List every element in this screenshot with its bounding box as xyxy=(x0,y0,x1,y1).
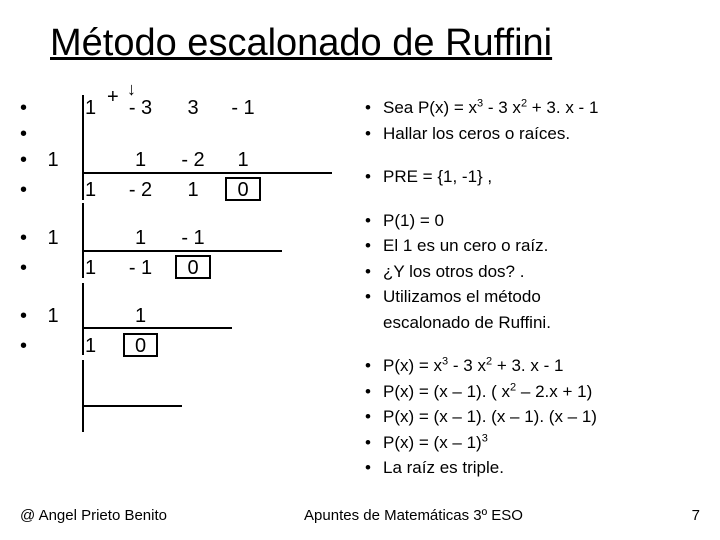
cell: 3 xyxy=(168,95,218,121)
cell: - 1 xyxy=(168,225,218,251)
note-text: PRE = {1, -1} , xyxy=(383,164,492,190)
arrow-down-icon: ↓ xyxy=(127,78,136,101)
ruffini-row: • 1 1 xyxy=(20,303,350,329)
content-area: • 1 - 3 3 - 1 • + ↓ • 1 1 - 2 1 • 1 - 2 xyxy=(20,95,700,481)
cell: - 1 xyxy=(113,255,168,281)
cell: 1 xyxy=(113,303,168,329)
note-text: P(1) = 0 xyxy=(383,208,444,234)
plus-sign: + xyxy=(107,84,119,110)
page-number: 7 xyxy=(660,507,700,524)
note-text: ¿Y los otros dos? . xyxy=(383,259,524,285)
remainder-cell: 0 xyxy=(175,255,210,279)
cell: - 2 xyxy=(168,147,218,173)
remainder-cell: 0 xyxy=(123,333,158,357)
ruffini-panel: • 1 - 3 3 - 1 • + ↓ • 1 1 - 2 1 • 1 - 2 xyxy=(20,95,350,481)
footer-center: Apuntes de Matemáticas 3º ESO xyxy=(304,507,523,524)
cell: 1 xyxy=(68,177,113,203)
note-text: La raíz es triple. xyxy=(383,455,504,481)
note-text: Sea P(x) = x3 - 3 x2 + 3. x - 1 xyxy=(383,95,598,121)
cell: 1 xyxy=(168,177,218,203)
cell: 1 xyxy=(218,147,268,173)
ruffini-row: • 1 1 - 2 1 xyxy=(20,147,350,173)
cell: 1 xyxy=(38,225,68,251)
cell: 1 xyxy=(38,147,68,173)
note-text: P(x) = (x – 1)3 xyxy=(383,430,488,456)
page-title: Método escalonado de Ruffini xyxy=(50,22,552,65)
note-text: Utilizamos el método xyxy=(383,284,541,310)
note-text: escalonado de Ruffini. xyxy=(383,310,551,336)
note-text: El 1 es un cero o raíz. xyxy=(383,233,548,259)
ruffini-row: • 1 - 3 3 - 1 xyxy=(20,95,350,121)
ruffini-row: • 1 - 2 1 0 xyxy=(20,177,350,203)
cell: 1 xyxy=(68,333,113,359)
ruffini-row: • 1 1 - 1 xyxy=(20,225,350,251)
footer: @ Angel Prieto Benito Apuntes de Matemát… xyxy=(20,507,700,524)
notes-panel: •Sea P(x) = x3 - 3 x2 + 3. x - 1 •Hallar… xyxy=(350,95,700,481)
ruffini-row: • + ↓ xyxy=(20,121,350,147)
note-text: P(x) = (x – 1). (x – 1). (x – 1) xyxy=(383,404,597,430)
footer-author: @ Angel Prieto Benito xyxy=(20,507,167,524)
note-text: Hallar los ceros o raíces. xyxy=(383,121,570,147)
cell: 1 xyxy=(38,303,68,329)
cell: - 1 xyxy=(218,95,268,121)
remainder-cell: 0 xyxy=(225,177,260,201)
ruffini-row: • 1 - 1 0 xyxy=(20,255,350,281)
cell: 1 xyxy=(68,255,113,281)
ruffini-row: • 1 0 xyxy=(20,333,350,359)
cell: 1 xyxy=(113,225,168,251)
note-text: P(x) = x3 - 3 x2 + 3. x - 1 xyxy=(383,353,563,379)
note-text: P(x) = (x – 1). ( x2 – 2.x + 1) xyxy=(383,379,592,405)
